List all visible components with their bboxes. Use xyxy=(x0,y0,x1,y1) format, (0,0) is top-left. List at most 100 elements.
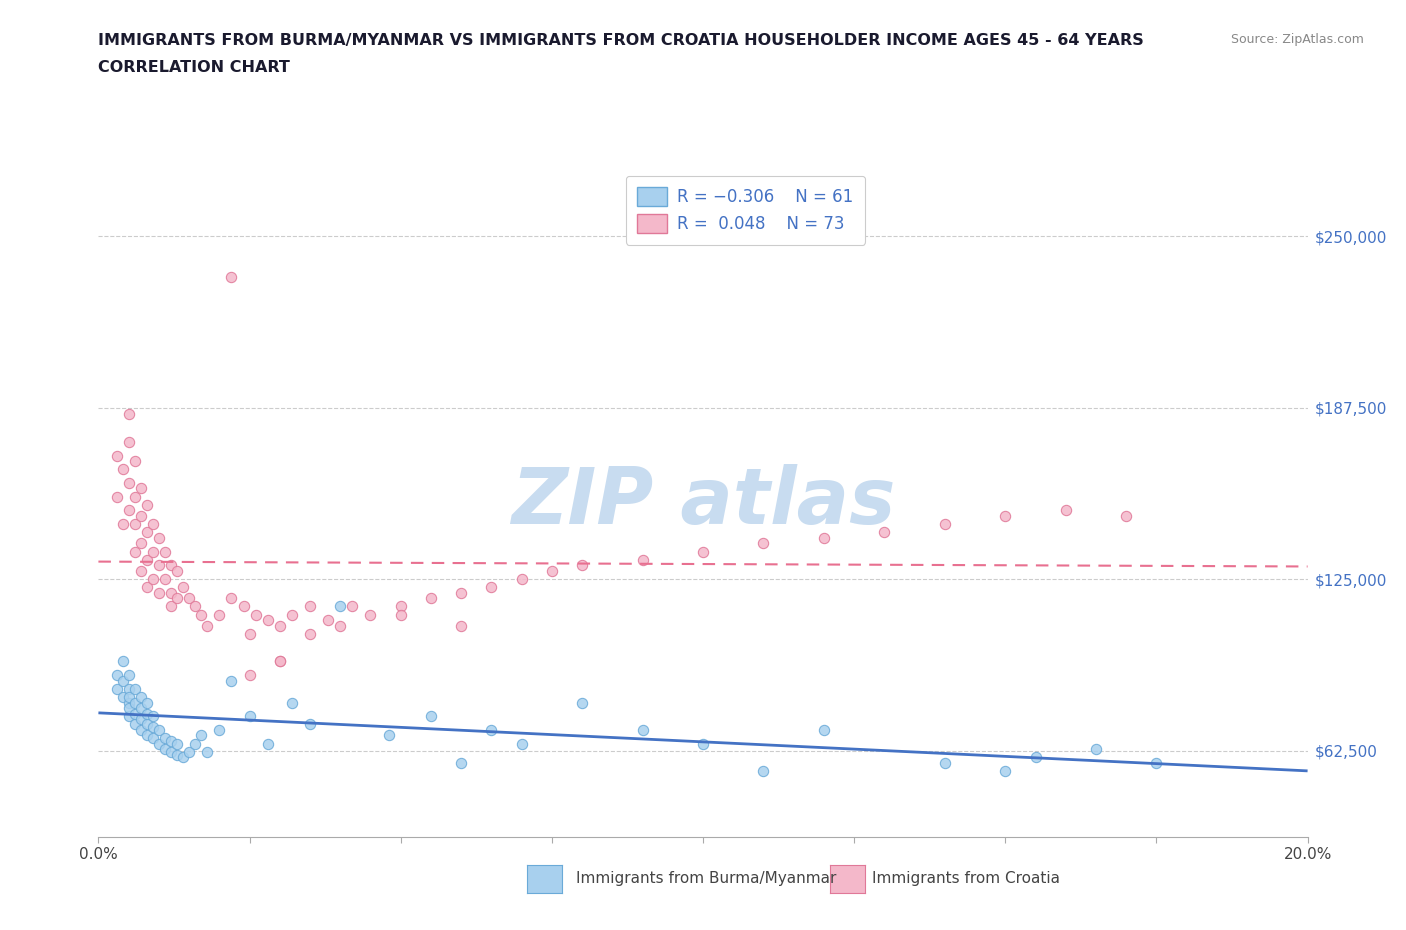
Text: CORRELATION CHART: CORRELATION CHART xyxy=(98,60,290,75)
Point xyxy=(111,654,134,669)
Point xyxy=(148,558,170,573)
Point xyxy=(299,627,322,642)
Point xyxy=(153,731,176,746)
Point xyxy=(118,709,141,724)
Point xyxy=(124,489,146,504)
Point xyxy=(329,599,352,614)
Point xyxy=(118,434,141,449)
Point xyxy=(129,564,152,578)
Point xyxy=(752,536,775,551)
Point xyxy=(269,618,291,633)
Point xyxy=(111,690,134,705)
Point xyxy=(316,613,339,628)
Point xyxy=(160,599,183,614)
Point xyxy=(148,585,170,600)
Text: IMMIGRANTS FROM BURMA/MYANMAR VS IMMIGRANTS FROM CROATIA HOUSEHOLDER INCOME AGES: IMMIGRANTS FROM BURMA/MYANMAR VS IMMIGRA… xyxy=(98,33,1144,47)
Point xyxy=(389,607,412,622)
Point xyxy=(269,654,291,669)
Point xyxy=(135,579,157,594)
Point xyxy=(160,734,183,749)
Point xyxy=(148,530,170,545)
Point xyxy=(118,682,141,697)
Point xyxy=(142,709,165,724)
Point xyxy=(124,717,146,732)
Point xyxy=(239,668,262,683)
Point xyxy=(129,481,152,496)
Point xyxy=(195,745,218,760)
Point xyxy=(269,654,291,669)
Point xyxy=(166,737,188,751)
Point xyxy=(129,700,152,715)
Point xyxy=(360,607,382,622)
Point xyxy=(245,607,267,622)
Point xyxy=(190,728,212,743)
Point xyxy=(692,544,714,559)
Point xyxy=(153,544,176,559)
Point xyxy=(135,498,157,512)
Point xyxy=(142,731,165,746)
Point xyxy=(281,695,304,710)
Point xyxy=(172,750,194,764)
Point xyxy=(692,737,714,751)
Point xyxy=(118,475,141,490)
Point xyxy=(129,723,152,737)
Point xyxy=(190,607,212,622)
Point xyxy=(195,618,218,633)
Point xyxy=(299,599,322,614)
Point xyxy=(994,764,1017,778)
Point xyxy=(208,723,231,737)
Point xyxy=(813,723,835,737)
Point xyxy=(1054,503,1077,518)
Point xyxy=(135,552,157,567)
Point xyxy=(221,591,243,605)
Point xyxy=(184,737,207,751)
Point xyxy=(142,572,165,587)
Point xyxy=(631,723,654,737)
Point xyxy=(129,509,152,524)
Point xyxy=(994,509,1017,524)
Point xyxy=(450,755,472,770)
Point xyxy=(420,591,443,605)
Point xyxy=(256,613,278,628)
Point xyxy=(148,737,170,751)
Point xyxy=(299,717,322,732)
Point xyxy=(1144,755,1167,770)
Point xyxy=(510,572,533,587)
Point xyxy=(752,764,775,778)
Point xyxy=(481,723,503,737)
Point xyxy=(510,737,533,751)
Point xyxy=(172,579,194,594)
Point xyxy=(129,536,152,551)
Point xyxy=(239,709,262,724)
Point xyxy=(184,599,207,614)
Point xyxy=(142,517,165,532)
Point xyxy=(420,709,443,724)
Point xyxy=(342,599,364,614)
Point xyxy=(135,717,157,732)
Point xyxy=(124,682,146,697)
Point xyxy=(1115,509,1137,524)
Point xyxy=(540,564,562,578)
Point xyxy=(221,673,243,688)
Text: Immigrants from Burma/Myanmar: Immigrants from Burma/Myanmar xyxy=(576,871,837,886)
Point xyxy=(571,695,593,710)
Point xyxy=(129,690,152,705)
Point xyxy=(166,564,188,578)
Point xyxy=(221,270,243,285)
Point xyxy=(450,618,472,633)
Point xyxy=(111,462,134,477)
Point xyxy=(129,711,152,726)
Legend: R = −0.306    N = 61, R =  0.048    N = 73: R = −0.306 N = 61, R = 0.048 N = 73 xyxy=(626,176,865,245)
Point xyxy=(239,627,262,642)
Point xyxy=(329,618,352,633)
Point xyxy=(118,407,141,422)
Point xyxy=(481,579,503,594)
Point xyxy=(135,706,157,721)
Point xyxy=(135,728,157,743)
Point xyxy=(124,706,146,721)
Point xyxy=(450,585,472,600)
Text: Source: ZipAtlas.com: Source: ZipAtlas.com xyxy=(1230,33,1364,46)
Point xyxy=(934,755,956,770)
Point xyxy=(1024,750,1046,764)
Point xyxy=(160,558,183,573)
